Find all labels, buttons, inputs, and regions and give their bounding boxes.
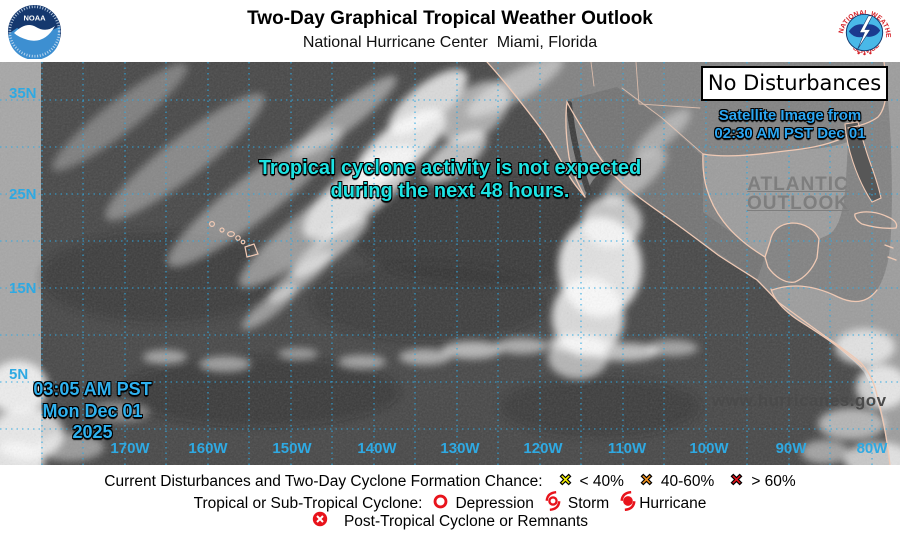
legend-cyclone-label: Tropical or Sub-Tropical Cyclone: (193, 494, 423, 512)
svg-text:NOAA: NOAA (23, 14, 46, 23)
lat-label-25n: 25N (9, 186, 37, 203)
outlook-message-line1: Tropical cyclone activity is not expecte… (258, 157, 642, 179)
post-tropical-icon (312, 511, 328, 532)
lon-label-160w: 160W (188, 440, 228, 457)
lon-label-100w: 100W (689, 440, 729, 457)
lat-label-35n: 35N (9, 85, 37, 102)
legend-chance-label: Current Disturbances and Two-Day Cyclone… (104, 473, 543, 490)
lon-label-170w: 170W (110, 440, 150, 457)
lat-label-5n: 5N (9, 366, 29, 383)
issued-time: 03:05 AM PST (33, 379, 152, 399)
header: NOAA Two-Day Graphical Tropical Weather … (0, 0, 900, 62)
lon-label-80w: 80W (856, 440, 888, 457)
legend: Current Disturbances and Two-Day Cyclone… (0, 465, 900, 533)
depression-icon (432, 493, 449, 515)
atlantic-outlook-link-line2: OUTLOOK (747, 193, 849, 214)
noaa-logo-icon: NOAA (7, 4, 62, 64)
status-box: No Disturbances (701, 66, 888, 101)
page-title: Two-Day Graphical Tropical Weather Outlo… (247, 8, 653, 29)
satellite-caption-line1: Satellite Image from (718, 107, 862, 124)
lon-label-110w: 110W (607, 440, 647, 457)
lon-label-150w: 150W (272, 440, 312, 457)
page-subtitle: National Hurricane Center Miami, Florida (302, 34, 598, 51)
chance-high-label: > 60% (751, 473, 796, 490)
depression-label: Depression (455, 494, 534, 512)
satellite-caption-line2: 02:30 AM PST Dec 01 (714, 125, 866, 142)
chance-high-icon (728, 471, 745, 493)
storm-icon (544, 491, 562, 516)
atlantic-outlook-link-line1: ATLANTIC (747, 174, 849, 195)
atlantic-outlook-link[interactable]: ATLANTIC OUTLOOK (723, 175, 873, 213)
issued-date: Mon Dec 01 2025 (42, 401, 143, 442)
lon-label-140w: 140W (357, 440, 397, 457)
website-watermark: www.hurricanes.gov (712, 391, 887, 410)
lon-label-90w: 90W (775, 440, 807, 457)
satellite-map[interactable]: No Disturbances Satellite Image from 02:… (0, 62, 900, 465)
hurricane-label: Hurricane (639, 494, 707, 512)
post-tropical-label: Post-Tropical Cyclone or Remnants (343, 512, 589, 530)
nws-logo-icon: NATIONAL WEATHER SERVICE (834, 0, 893, 66)
chance-low-icon (557, 471, 574, 493)
chance-low-label: < 40% (579, 473, 624, 490)
lon-label-120w: 120W (523, 440, 563, 457)
chance-medium-icon (638, 471, 655, 493)
hurricane-icon (619, 490, 637, 516)
lon-label-130w: 130W (440, 440, 480, 457)
satellite-imagery (0, 62, 900, 465)
chance-medium-label: 40-60% (660, 473, 715, 490)
lat-label-15n: 15N (9, 280, 37, 297)
outlook-message-line2: during the next 48 hours. (330, 180, 570, 202)
storm-label: Storm (567, 494, 610, 512)
